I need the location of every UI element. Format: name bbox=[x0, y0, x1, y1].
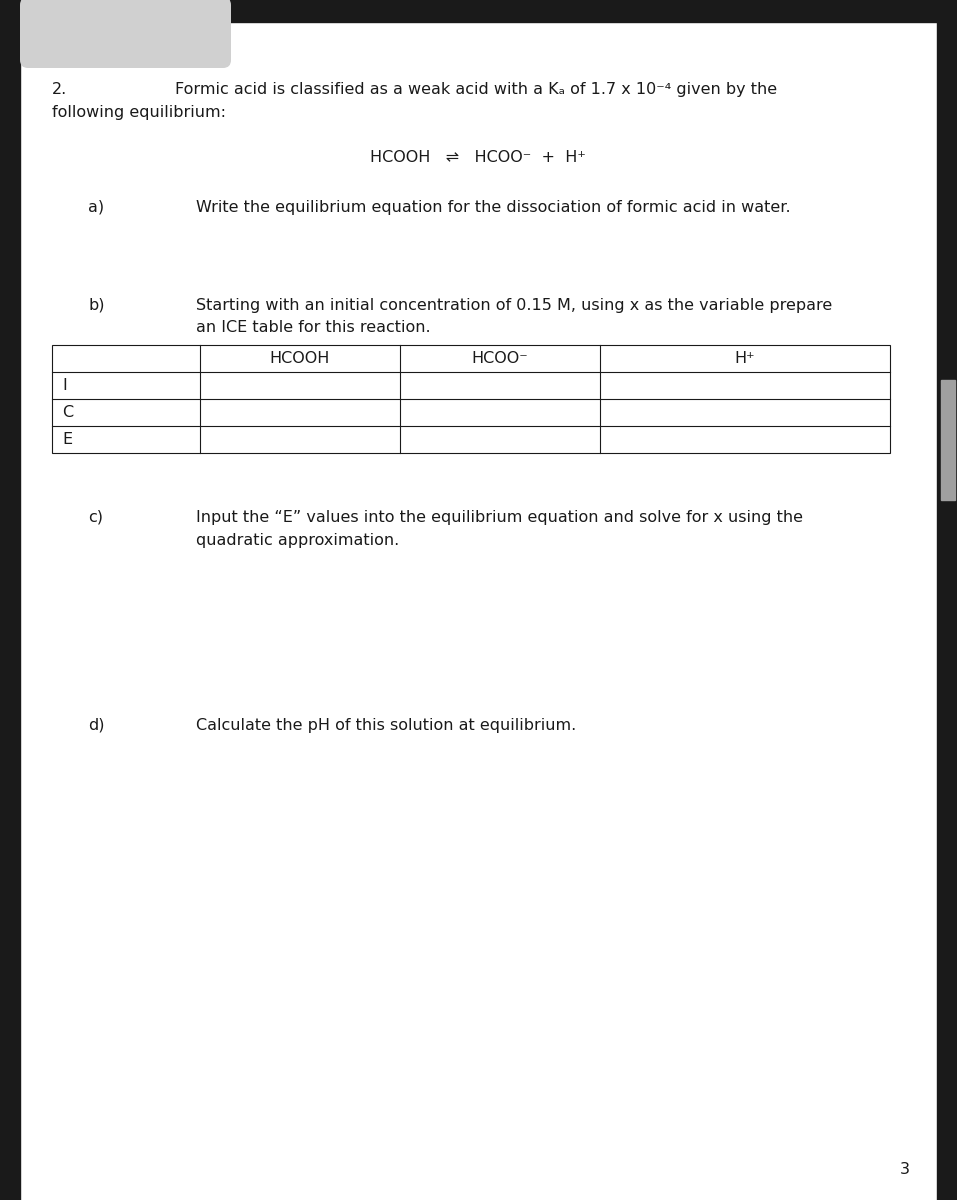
Bar bbox=[941, 380, 955, 500]
Text: E: E bbox=[62, 432, 72, 446]
Text: HCOOH: HCOOH bbox=[270, 350, 330, 366]
Text: Formic acid is classified as a weak acid with a Kₐ of 1.7 x 10⁻⁴ given by the: Formic acid is classified as a weak acid… bbox=[175, 82, 777, 97]
Text: HCOO⁻: HCOO⁻ bbox=[472, 350, 528, 366]
FancyBboxPatch shape bbox=[20, 0, 231, 68]
Bar bbox=[0, 0, 20, 1200]
Text: Calculate the pH of this solution at equilibrium.: Calculate the pH of this solution at equ… bbox=[196, 718, 576, 733]
Text: 2.: 2. bbox=[52, 82, 67, 97]
Bar bbox=[0, 0, 957, 22]
Text: 3: 3 bbox=[900, 1162, 910, 1177]
Text: d): d) bbox=[88, 718, 104, 733]
Text: C: C bbox=[62, 404, 73, 420]
Text: a): a) bbox=[88, 200, 104, 215]
Text: c): c) bbox=[88, 510, 103, 526]
Text: b): b) bbox=[88, 298, 104, 313]
Bar bbox=[937, 0, 957, 1200]
Text: an ICE table for this reaction.: an ICE table for this reaction. bbox=[196, 320, 431, 335]
Text: quadratic approximation.: quadratic approximation. bbox=[196, 533, 399, 548]
Text: H⁺: H⁺ bbox=[735, 350, 755, 366]
Text: following equilibrium:: following equilibrium: bbox=[52, 104, 226, 120]
Text: I: I bbox=[62, 378, 67, 392]
Text: Write the equilibrium equation for the dissociation of formic acid in water.: Write the equilibrium equation for the d… bbox=[196, 200, 790, 215]
Bar bbox=[52, 346, 890, 452]
Text: Input the “E” values into the equilibrium equation and solve for x using the: Input the “E” values into the equilibriu… bbox=[196, 510, 803, 526]
Text: HCOOH   ⇌   HCOO⁻  +  H⁺: HCOOH ⇌ HCOO⁻ + H⁺ bbox=[370, 150, 586, 164]
Text: Starting with an initial concentration of 0.15 M, using x as the variable prepar: Starting with an initial concentration o… bbox=[196, 298, 833, 313]
